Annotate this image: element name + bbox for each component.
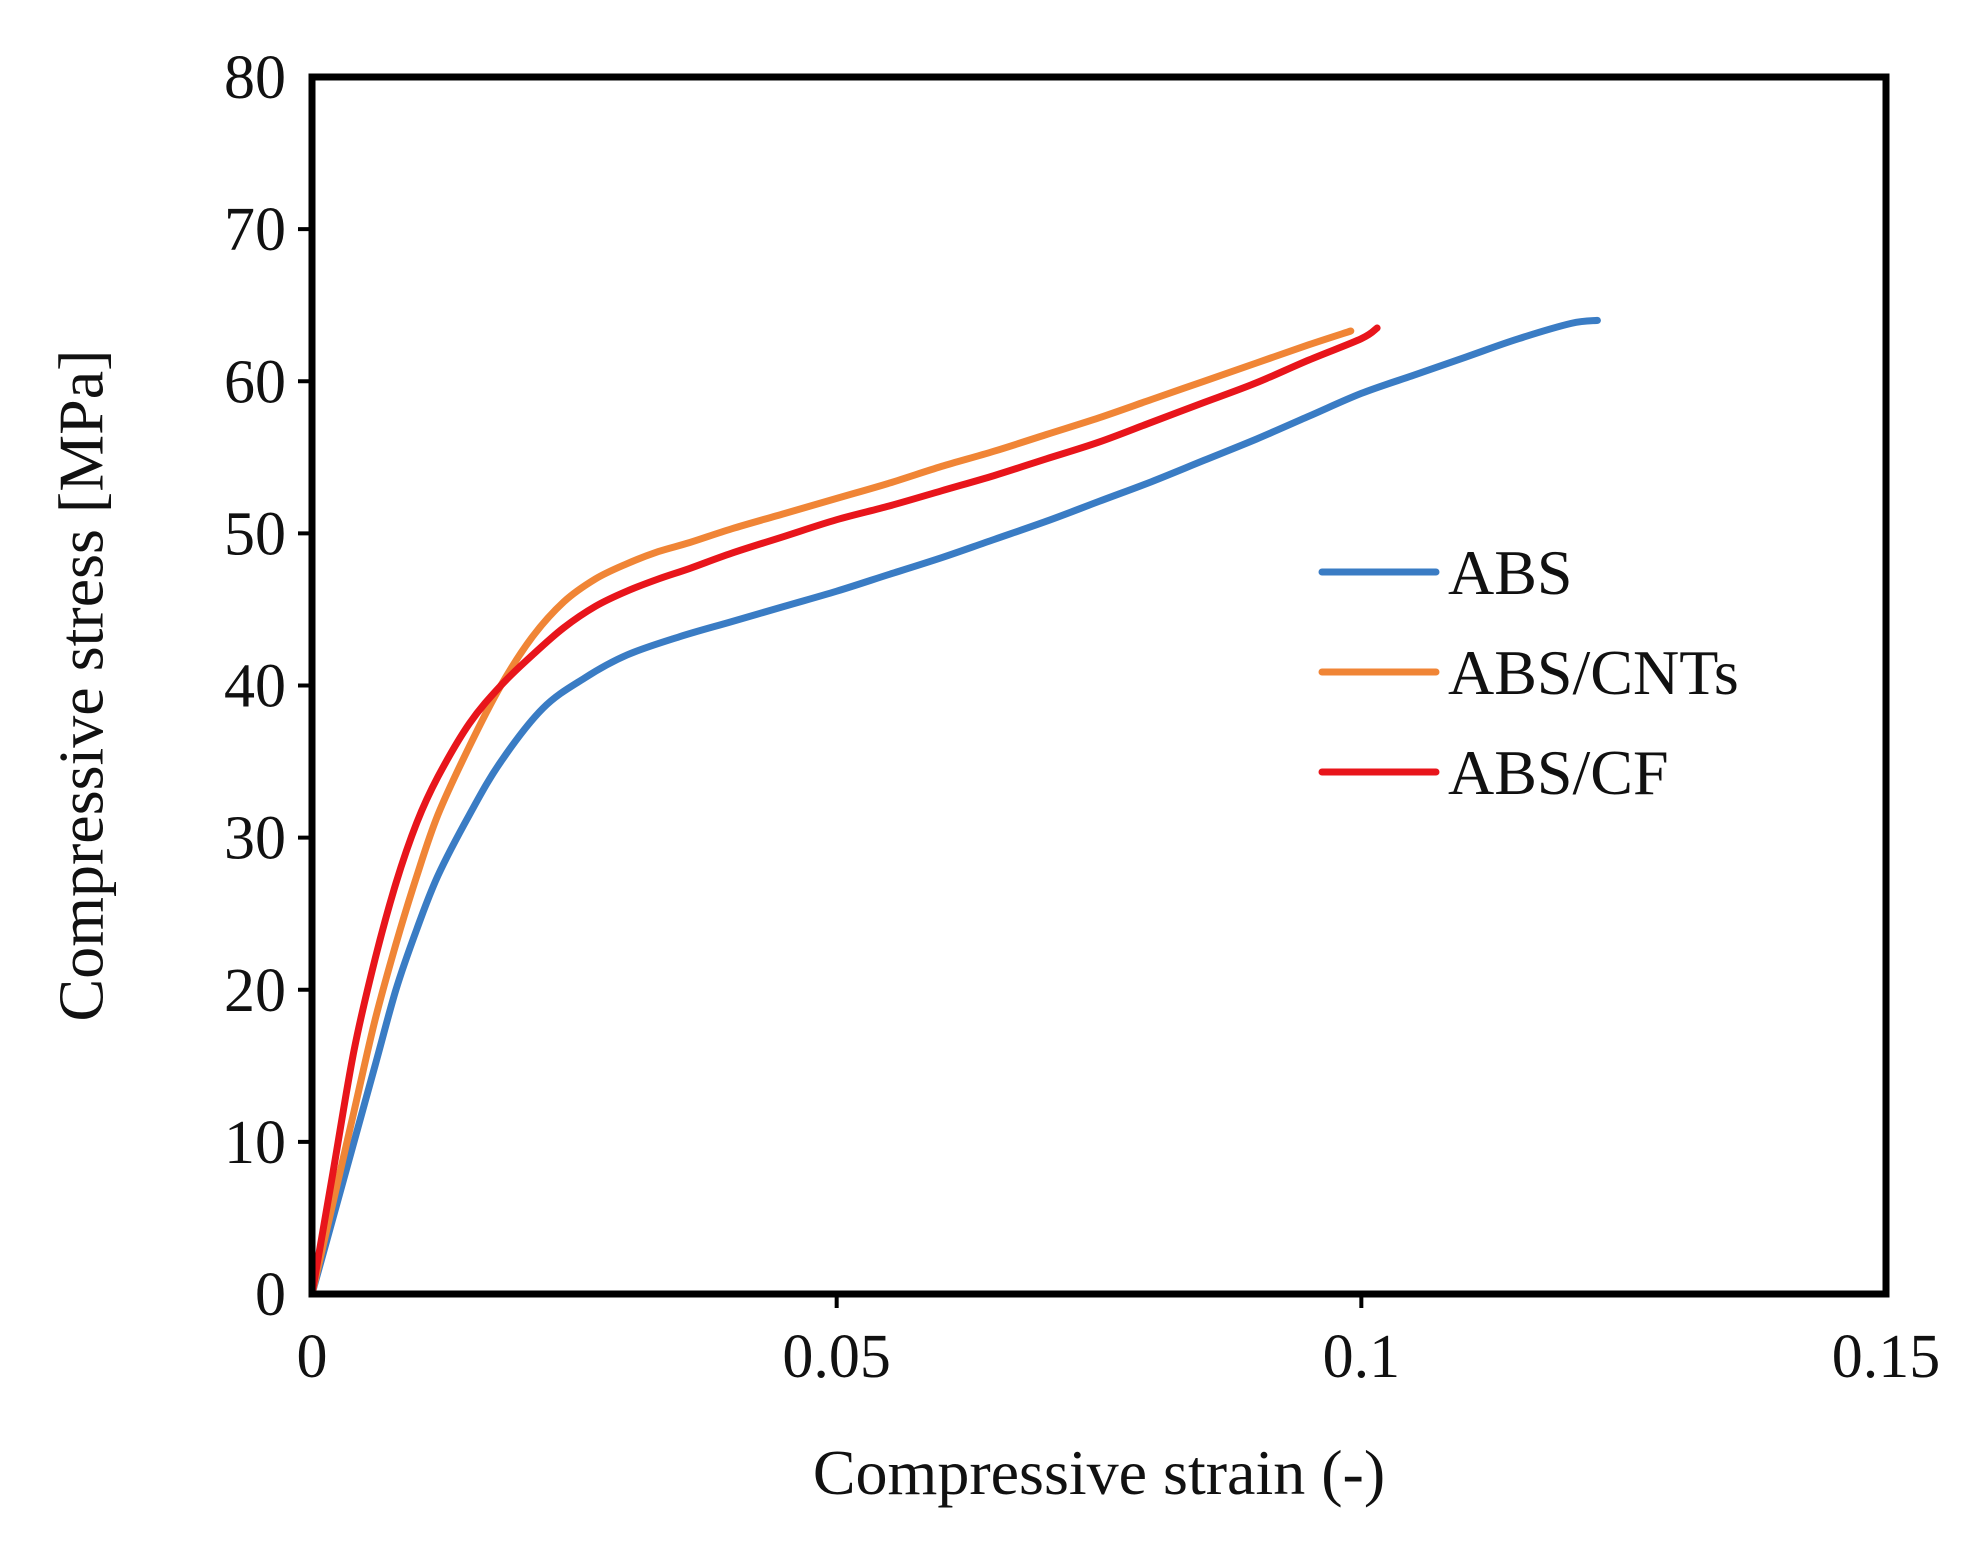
y-tick-label: 20 <box>224 957 286 1025</box>
x-tick-labels: 0 0.05 0.1 0.15 <box>297 1323 1941 1391</box>
y-tick-label: 80 <box>224 44 286 112</box>
y-tick-label: 60 <box>224 348 286 416</box>
y-tick-label: 40 <box>224 653 286 721</box>
legend: ABS ABS/CNTs ABS/CF <box>1318 537 1739 808</box>
x-tick-label: 0 <box>297 1323 328 1391</box>
y-tick-label: 50 <box>224 500 286 568</box>
legend-label-abs: ABS <box>1448 537 1573 608</box>
y-tick-labels: 0 10 20 30 40 50 60 70 80 <box>224 44 286 1329</box>
tick-layer <box>298 227 1364 1308</box>
series-line-abs <box>308 316 1601 1298</box>
series-layer <box>308 316 1601 1298</box>
y-tick-label: 10 <box>224 1109 286 1177</box>
y-tick-label: 0 <box>255 1261 286 1329</box>
y-tick-label: 30 <box>224 805 286 873</box>
legend-label-abs-cf: ABS/CF <box>1448 737 1669 808</box>
x-axis-title: Compressive strain (-) <box>813 1437 1385 1508</box>
series-line-abs-cf <box>308 324 1381 1298</box>
x-tick-label: 0.1 <box>1323 1323 1401 1391</box>
y-tick-label: 70 <box>224 196 286 264</box>
x-tick-label: 0.05 <box>782 1323 891 1391</box>
series-line-abs-cnts <box>308 327 1355 1298</box>
y-axis-title: Compressive stress [MPa] <box>46 350 117 1022</box>
legend-label-abs-cnts: ABS/CNTs <box>1448 637 1739 708</box>
x-tick-label: 0.15 <box>1832 1323 1941 1391</box>
